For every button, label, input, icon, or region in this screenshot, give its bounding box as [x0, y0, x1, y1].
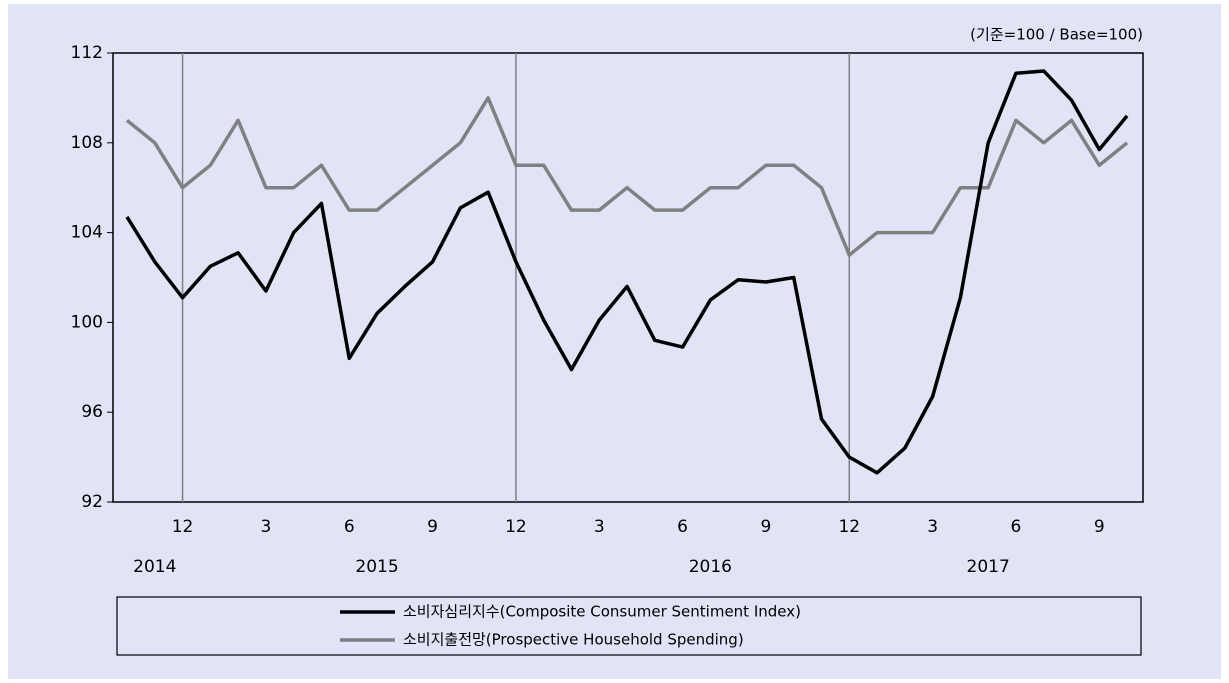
line-series [125, 69, 1129, 475]
x-tick-label: 3 [594, 517, 605, 537]
y-tick-label: 96 [81, 402, 103, 422]
x-group-label: 2017 [967, 557, 1010, 577]
y-tick-label: 92 [81, 492, 103, 512]
x-tick-label: 12 [505, 517, 527, 537]
legend-label: 소비지출전망(Prospective Household Spending) [403, 631, 744, 649]
y-tick-label: 104 [71, 223, 103, 243]
x-tick-label: 9 [761, 517, 772, 537]
x-tick-label: 6 [677, 517, 688, 537]
y-tick-label: 100 [71, 312, 103, 332]
x-tick-label: 3 [927, 517, 938, 537]
line-series [125, 96, 1129, 257]
x-tick-label: 12 [172, 517, 194, 537]
legend-box [116, 596, 1142, 656]
legend-label: 소비자심리지수(Composite Consumer Sentiment Ind… [403, 603, 801, 621]
x-group-label: 2014 [133, 557, 176, 577]
x-tick-label: 9 [427, 517, 438, 537]
x-tick-label: 9 [1094, 517, 1105, 537]
x-tick-label: 12 [838, 517, 860, 537]
x-group-label: 2015 [355, 557, 398, 577]
x-tick-label: 6 [344, 517, 355, 537]
unit-note: (기준=100 / Base=100) [970, 26, 1143, 44]
y-tick-label: 112 [71, 43, 103, 63]
y-tick-label: 108 [71, 133, 103, 153]
plot-area [112, 52, 1144, 503]
x-tick-label: 3 [260, 517, 271, 537]
x-tick-label: 6 [1011, 517, 1022, 537]
x-group-label: 2016 [689, 557, 732, 577]
